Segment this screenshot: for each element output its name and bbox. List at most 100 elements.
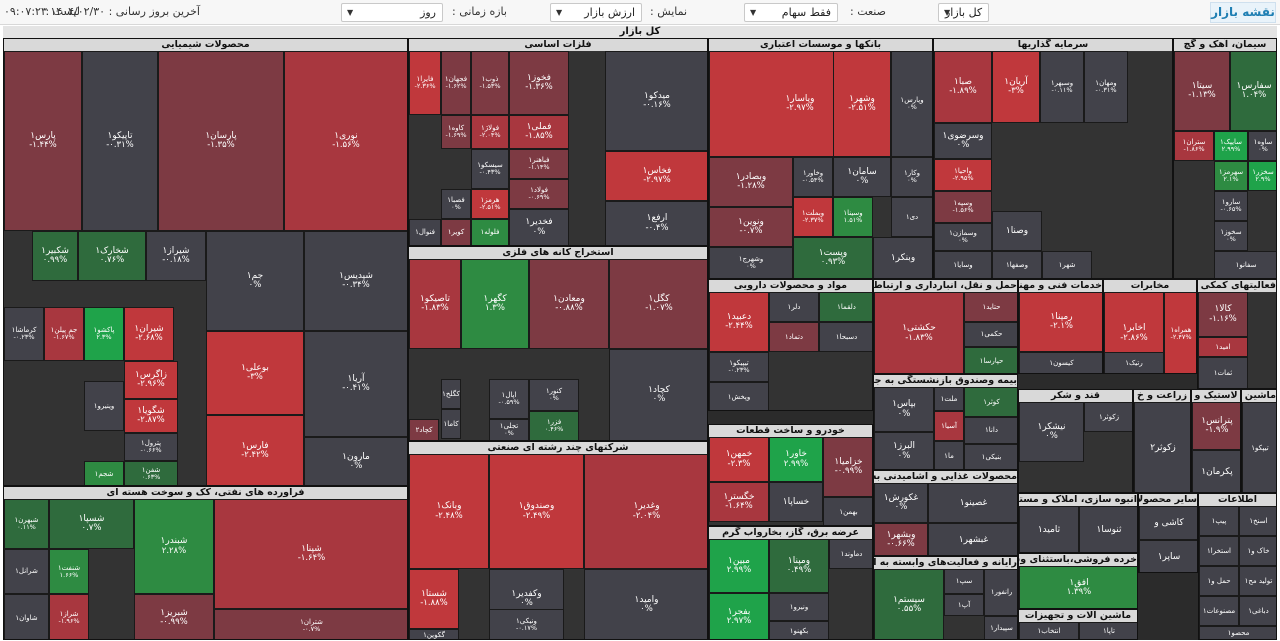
stock-tile[interactable]: فارس۱ -۲.۴۲%	[206, 415, 304, 485]
stock-tile[interactable]: همراه۱ -۲.۴۷%	[1164, 292, 1196, 373]
stock-tile[interactable]: ثنوسا۱	[1079, 506, 1137, 552]
stock-tile[interactable]: کچاد۲	[409, 419, 439, 440]
stock-tile[interactable]: وسبهر۱ -۰.۱۱%	[1040, 51, 1084, 123]
stock-tile[interactable]: خاک و۱	[1239, 536, 1276, 566]
stock-tile[interactable]: سخوز۱ ۰%	[1214, 221, 1248, 251]
stock-tile[interactable]: بنیکی۱	[964, 444, 1017, 469]
stock-tile[interactable]: ثامید۱	[1019, 506, 1079, 552]
sector-title[interactable]: سیمان، آهک و گچ	[1174, 39, 1276, 51]
stock-tile[interactable]: ونیرو۱	[769, 593, 829, 621]
stock-tile[interactable]: شخارک۱ ۰.۷۶%	[78, 231, 146, 281]
stock-tile[interactable]: صبا۱ -۱.۸۹%	[934, 51, 992, 123]
stock-tile[interactable]: آسیا۱	[934, 411, 964, 441]
stock-tile[interactable]: کگلخ۱	[441, 379, 461, 409]
stock-tile[interactable]: ستران۱ -۱.۸۶%	[1174, 131, 1214, 161]
stock-tile[interactable]: ومعادن۱ -۰.۸۸%	[529, 259, 609, 349]
stock-tile[interactable]: سیستم۱ ۰.۵۵%	[874, 569, 944, 639]
stock-tile[interactable]: کاوه۱ -۱.۶۹%	[441, 115, 471, 149]
stock-tile[interactable]: تاصیکو۱ -۱.۸۳%	[409, 259, 461, 349]
stock-tile[interactable]: خمهن۱ -۲.۳%	[709, 437, 769, 482]
stock-tile[interactable]: وامید۱ ۰%	[584, 569, 707, 639]
stock-tile[interactable]: فصبا۱ ۰%	[441, 189, 471, 219]
stock-tile[interactable]: دتماد۱	[769, 322, 819, 352]
stock-tile[interactable]: کیسون۱	[1019, 352, 1102, 373]
stock-tile[interactable]: وکار۱ ۰%	[891, 157, 932, 197]
sector-title[interactable]: استخراج کانه های فلزی	[409, 247, 707, 259]
stock-tile[interactable]: وپست۱ ۰.۹۳%	[793, 237, 873, 278]
stock-tile[interactable]: امید۱	[1198, 337, 1248, 357]
sector-title[interactable]: ماشین آل	[1242, 390, 1276, 402]
stock-tile[interactable]: ونیکی۱ -۰.۱۷%	[489, 609, 564, 639]
stock-tile[interactable]: سپیدار۱	[984, 616, 1017, 639]
sector-title[interactable]: مخابرات	[1104, 280, 1196, 292]
stock-tile[interactable]: جم۱ ۰%	[206, 231, 304, 331]
stock-tile[interactable]: بوعلی۱ -۳%	[206, 331, 304, 415]
stock-tile[interactable]: خزامیا۱ -۰.۹۹%	[823, 437, 872, 497]
stock-tile[interactable]: فباهنر۱ -۱.۱۴%	[509, 149, 569, 179]
stock-tile[interactable]: ثمات۱	[1198, 357, 1248, 388]
stock-tile[interactable]: شیراز۱ -۰.۱۸%	[146, 231, 206, 281]
stock-tile[interactable]: شسپا۱ ۰.۷%	[49, 499, 134, 549]
stock-tile[interactable]: پارس۱ -۱.۴۴%	[4, 51, 82, 231]
stock-tile[interactable]: زکوثر۱	[1084, 402, 1132, 432]
stock-tile[interactable]: وبملت۱ -۲.۳۷%	[793, 197, 833, 237]
sector-title[interactable]: فعالیتهای کمکی به	[1198, 280, 1276, 292]
sector-title[interactable]: شرکتهای چند رشته ای صنعتی	[409, 442, 707, 454]
stock-tile[interactable]: زاگرس۱ -۲.۹۶%	[124, 361, 178, 399]
stock-tile[interactable]: گکوین۱	[409, 629, 459, 639]
sector-title[interactable]: فراورده های نفتی، کک و سوخت هسته ای	[4, 487, 407, 499]
stock-tile[interactable]: شبندر۱ ۲.۲۸%	[134, 499, 214, 594]
stock-tile[interactable]: سخزر۱ ۲.۹%	[1248, 161, 1276, 191]
stock-tile[interactable]: آریان۱ -۳%	[992, 51, 1040, 123]
stock-tile[interactable]: حمل و۱	[1199, 566, 1239, 596]
stock-tile[interactable]: استخرا۱	[1199, 536, 1239, 566]
sector-title[interactable]: انبوه سازی، املاک و مستغل	[1019, 494, 1137, 506]
period-select[interactable]: روز ▼	[341, 3, 443, 22]
stock-tile[interactable]: وصندوق۱ -۲.۴۹%	[489, 454, 584, 569]
stock-tile[interactable]: فملی۱ -۱.۸۵%	[509, 115, 569, 149]
stock-tile[interactable]: سیسکو۱ -۰.۴۳%	[471, 149, 509, 189]
stock-tile[interactable]: میدکو۱ -۰.۱۶%	[605, 51, 707, 151]
stock-tile[interactable]: دعبید۱ -۲.۴۴%	[709, 292, 769, 352]
stock-tile[interactable]: تاپیکو۱ -۰.۳۱%	[82, 51, 158, 231]
stock-tile[interactable]: وبشهر۱ -۰.۶۶%	[874, 523, 928, 555]
sector-title[interactable]: لاستیک و	[1192, 390, 1240, 402]
stock-tile[interactable]: حتاید۱	[964, 292, 1017, 322]
sector-title[interactable]: حمل و نقل، انبارداری و ارتباطات	[874, 280, 1017, 292]
stock-tile[interactable]: وسرضوی۱ ۰%	[934, 123, 992, 159]
stock-tile[interactable]: کرماشا۱ -۰.۲۳%	[4, 307, 44, 361]
stock-tile[interactable]: سفارس۱ ۱.۰۴%	[1230, 51, 1276, 131]
stock-tile[interactable]: اپال۱ -۰.۵۹%	[489, 379, 529, 419]
stock-tile[interactable]: دی۱	[891, 197, 932, 237]
stock-tile[interactable]: سفانو۱	[1214, 251, 1276, 278]
stock-tile[interactable]: پارسان۱ -۱.۳۵%	[158, 51, 284, 231]
sector-title[interactable]: رایانه و فعالیت‌های وابسته به آن	[874, 557, 1017, 569]
stock-tile[interactable]: رمپنا۱ -۲.۱%	[1019, 292, 1102, 352]
stock-tile[interactable]: فجهان۱ -۱.۶۲%	[441, 51, 471, 115]
stock-tile[interactable]: مصنوعات۱	[1199, 596, 1239, 626]
sector-title[interactable]: قند و شکر	[1019, 390, 1132, 402]
stock-tile[interactable]: سارو۱ -۰.۶۵%	[1214, 191, 1248, 221]
stock-tile[interactable]: ونوین۱ -۰.۷%	[709, 207, 793, 247]
stock-tile[interactable]: حکشتی۱ -۱.۸۳%	[874, 292, 964, 373]
stock-tile[interactable]: بفجر۱ ۲.۹۷%	[709, 593, 769, 639]
stock-tile[interactable]: فزر۱ ۰.۴۶%	[529, 411, 579, 440]
stock-tile[interactable]: کچاد۱ ۰%	[609, 349, 707, 440]
display-select[interactable]: ارزش بازار ▼	[550, 3, 642, 22]
stock-tile[interactable]: حکمی۱	[964, 322, 1017, 347]
sector-title[interactable]: بیمه وصندوق بازنشستگی به جزتام	[874, 375, 1017, 387]
stock-tile[interactable]: شرانل۱	[4, 549, 49, 594]
stock-tile[interactable]: وپارس۱ ۰%	[891, 51, 932, 157]
sector-title[interactable]: محصولات غذایی و آشامیدنی به جز	[874, 471, 1017, 483]
stock-tile[interactable]: وبنکر۱	[873, 237, 932, 278]
stock-tile[interactable]: تیپیکو۱ -۰.۲۳%	[709, 352, 769, 382]
stock-tile[interactable]: شجم۱	[84, 461, 124, 485]
stock-tile[interactable]: رانفور۱	[984, 569, 1017, 616]
stock-tile[interactable]: خگستر۱ -۱.۶۴%	[709, 482, 769, 522]
stock-tile[interactable]: وغدیر۱ -۲.۰۴%	[584, 454, 707, 569]
stock-tile[interactable]: فولاد۱ -۰.۶۹%	[509, 179, 569, 209]
stock-tile[interactable]: وسایا۱	[934, 251, 992, 278]
stock-tile[interactable]: کوثر۱	[964, 387, 1017, 417]
stock-tile[interactable]: دلقما۱	[819, 292, 872, 322]
stock-tile[interactable]: کنور۱ ۰%	[529, 379, 579, 411]
